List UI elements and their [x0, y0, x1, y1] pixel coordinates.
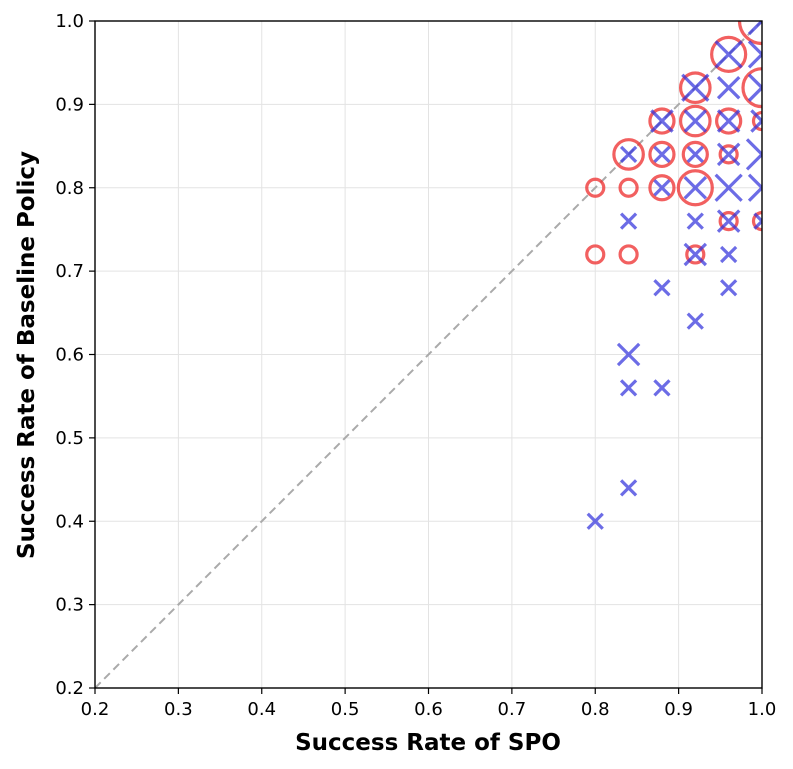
- cross-marker-16: [683, 109, 708, 133]
- cross-marker-27: [747, 173, 762, 202]
- cross-marker-3: [616, 342, 641, 367]
- cross-marker-5: [619, 145, 638, 164]
- cross-marker-18: [720, 279, 738, 297]
- x-tick-label-8: 1.0: [748, 699, 777, 720]
- data-marks: [585, 21, 762, 530]
- x-tick-label-1: 0.3: [164, 699, 193, 720]
- y-tick-label-4: 0.6: [55, 345, 84, 366]
- cross-marker-13: [686, 212, 704, 230]
- cross-marker-17: [681, 73, 710, 102]
- y-tick-label-3: 0.5: [55, 428, 84, 449]
- cross-marker-26: [753, 212, 762, 230]
- cross-marker-15: [686, 145, 704, 164]
- cross-marker-25: [714, 40, 743, 69]
- circle-marker-0: [585, 177, 606, 198]
- cross-marker-12: [683, 242, 708, 267]
- y-axis-title: Success Rate of Baseline Policy: [14, 151, 40, 559]
- circle-marker-5: [648, 107, 676, 135]
- cross-marker-21: [714, 173, 743, 202]
- cross-marker-11: [686, 312, 704, 330]
- cross-marker-8: [653, 179, 671, 197]
- cross-marker-0: [586, 512, 604, 530]
- cross-marker-14: [683, 176, 708, 200]
- cross-marker-29: [750, 109, 762, 133]
- circle-marker-8: [678, 71, 712, 105]
- x-tick-label-0: 0.2: [81, 699, 110, 720]
- y-tick-label-7: 0.9: [55, 94, 84, 115]
- cross-marker-22: [716, 142, 741, 167]
- cross-marker-31: [747, 40, 762, 69]
- x-tick-label-2: 0.4: [247, 699, 276, 720]
- cross-marker-30: [747, 73, 762, 102]
- cross-marker-24: [716, 75, 741, 100]
- x-tick-label-4: 0.6: [414, 699, 443, 720]
- circle-marker-19: [751, 110, 762, 132]
- circle-marker-7: [648, 174, 676, 202]
- circle-marker-20: [751, 211, 762, 232]
- y-tick-label-2: 0.4: [55, 511, 84, 532]
- circle-marker-9: [678, 104, 712, 138]
- cross-marker-7: [653, 279, 671, 297]
- y-axis-ticks: 0.2 0.3 0.4 0.5 0.6 0.7 0.8 0.9 1.0: [55, 11, 95, 699]
- cross-marker-10: [650, 109, 674, 133]
- circle-marker-11: [676, 169, 714, 207]
- circle-marker-12: [685, 244, 706, 265]
- x-axis-title: Success Rate of SPO: [295, 730, 561, 756]
- x-tick-label-6: 0.8: [581, 699, 610, 720]
- cross-marker-23: [716, 109, 741, 133]
- y-tick-label-1: 0.3: [55, 595, 84, 616]
- y-tick-label-6: 0.8: [55, 178, 84, 199]
- diagonal-reference-line: [94, 20, 763, 689]
- circle-marker-2: [618, 177, 639, 198]
- circle-marker-15: [718, 144, 739, 165]
- x-tick-label-7: 0.9: [664, 699, 693, 720]
- y-tick-label-5: 0.7: [55, 261, 84, 282]
- circle-marker-1: [585, 244, 606, 265]
- cross-marker-2: [619, 379, 638, 397]
- cross-marker-1: [619, 479, 638, 497]
- y-tick-label-0: 0.2: [55, 678, 84, 699]
- cross-marker-28: [745, 138, 762, 171]
- cross-marker-20: [716, 209, 741, 233]
- circle-marker-10: [681, 140, 709, 169]
- circle-marker-14: [715, 107, 743, 135]
- circle-marker-13: [710, 35, 748, 73]
- x-axis-ticks: 0.2 0.3 0.4 0.5 0.6 0.7 0.8 0.9 1.0: [81, 688, 777, 720]
- circle-marker-3: [618, 244, 639, 265]
- cross-marker-4: [619, 212, 638, 230]
- cross-marker-19: [720, 245, 738, 264]
- y-tick-label-8: 1.0: [55, 11, 84, 32]
- x-tick-label-3: 0.5: [331, 699, 360, 720]
- cross-marker-9: [653, 145, 671, 164]
- circle-marker-16: [718, 211, 739, 232]
- x-tick-label-5: 0.7: [498, 699, 527, 720]
- cross-marker-6: [653, 379, 671, 397]
- cross-marker-32: [747, 21, 762, 36]
- circle-marker-4: [612, 138, 645, 171]
- circle-marker-6: [648, 140, 676, 169]
